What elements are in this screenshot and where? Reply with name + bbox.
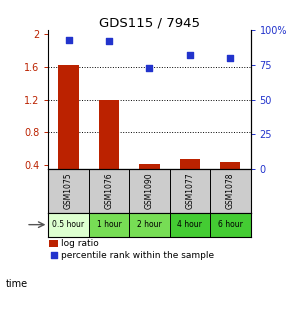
Point [107,39,111,44]
Text: GSM1076: GSM1076 [105,173,113,209]
Text: 6 hour: 6 hour [218,220,243,229]
Bar [99,99,119,169]
Text: 1 hour: 1 hour [97,220,121,229]
Title: GDS115 / 7945: GDS115 / 7945 [99,16,200,29]
Bar [180,159,200,169]
Text: GSM1075: GSM1075 [64,173,73,209]
Bar [139,165,159,169]
Point [52,252,56,258]
Bar [210,213,251,237]
Text: log ratio: log ratio [62,239,99,248]
Point [147,65,152,70]
Text: 4 hour: 4 hour [178,220,202,229]
Text: 0.5 hour: 0.5 hour [52,220,85,229]
Text: percentile rank within the sample: percentile rank within the sample [62,251,214,259]
Bar [129,213,170,237]
Point [188,52,192,58]
Bar [89,213,129,237]
Point [228,55,233,61]
Bar [220,162,240,169]
Text: GSM1078: GSM1078 [226,173,235,209]
Text: GSM1090: GSM1090 [145,173,154,209]
Text: GSM1077: GSM1077 [185,173,194,209]
Text: time: time [6,279,28,289]
Bar [48,213,89,237]
Bar [49,240,58,247]
Bar [170,213,210,237]
Text: 2 hour: 2 hour [137,220,162,229]
Point [66,37,71,43]
Bar [58,65,79,169]
